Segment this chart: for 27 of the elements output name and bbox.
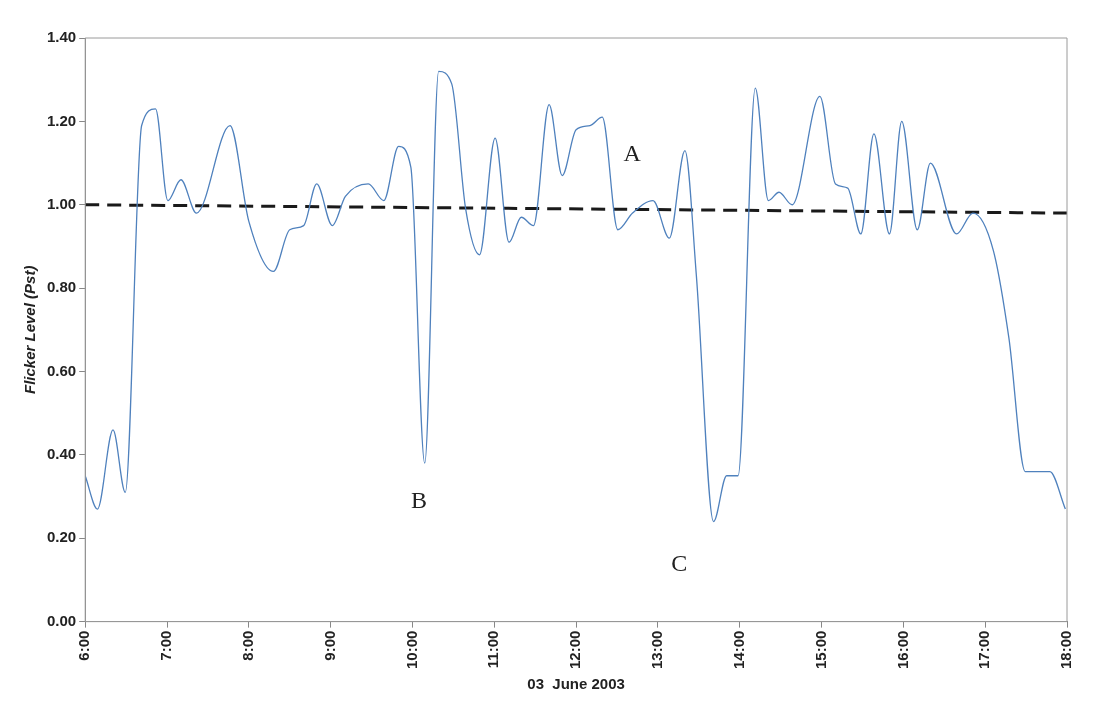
y-tick-label: 1.40 [46,28,77,46]
x-tick-label: 9:00 [320,630,338,661]
x-tick-label: 7:00 [157,630,175,661]
annotation: C [671,549,688,576]
line-series [85,70,1067,523]
x-tick-label: 18:00 [1057,630,1075,670]
y-tick-label: 1.00 [46,194,77,212]
x-tick-label: 16:00 [893,630,911,670]
x-tick-label: 11:00 [484,630,502,669]
y-axis-title: Flicker Level (Pst) [21,265,39,395]
x-tick-label: 6:00 [75,630,93,661]
annotation: B [411,487,428,514]
y-tick-label: 0.40 [46,445,77,463]
y-tick-label: 0.00 [46,611,77,629]
x-tick-label: 14:00 [729,630,747,670]
y-tick-label: 0.20 [46,528,77,546]
annotation: A [623,140,642,167]
x-tick-label: 15:00 [811,630,829,670]
x-tick-label: 13:00 [648,630,666,670]
y-tick-label: 0.80 [46,278,77,296]
x-tick-label: 8:00 [238,630,256,661]
y-tick-label: 0.60 [46,361,77,379]
x-tick-label: 12:00 [566,630,584,670]
y-tick-label: 1.20 [46,111,77,129]
x-axis-title: 03 June 2003 [527,675,625,693]
x-tick-label: 10:00 [402,630,420,670]
x-tick-label: 17:00 [975,630,993,670]
